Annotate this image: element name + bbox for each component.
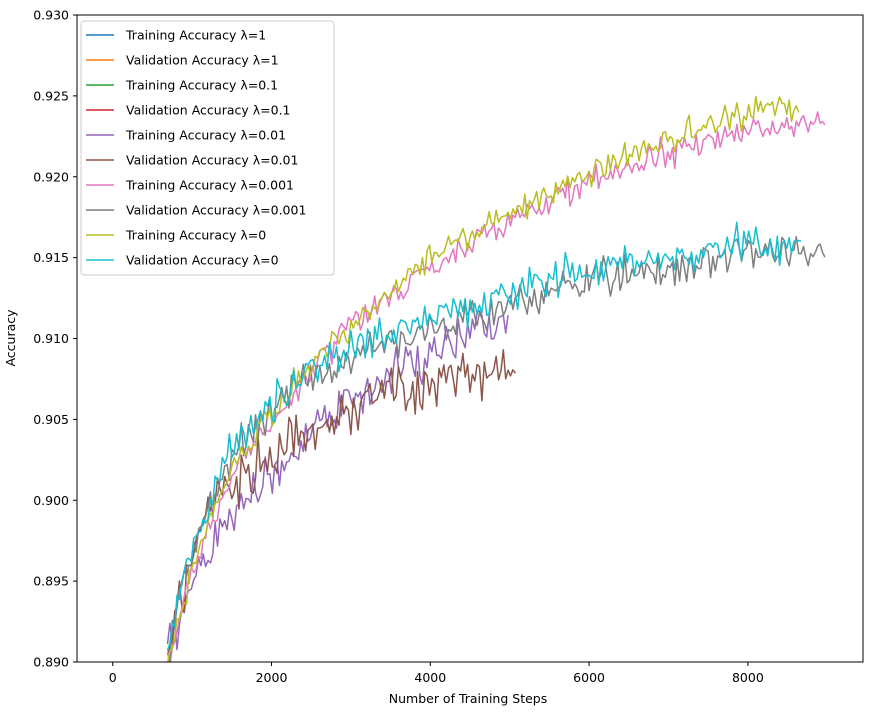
series-layer <box>166 95 826 662</box>
y-tick-label: 0.905 <box>33 412 69 427</box>
legend-entry: Validation Accuracy λ=0 <box>126 253 279 268</box>
x-axis: 0 2000 4000 6000 8000 <box>109 662 764 685</box>
x-tick-label: 8000 <box>732 670 764 685</box>
x-tick-label: 6000 <box>573 670 605 685</box>
y-tick-label: 0.910 <box>33 331 69 346</box>
legend-entry: Validation Accuracy λ=0.1 <box>126 103 291 118</box>
legend-box <box>80 20 335 276</box>
legend-entry: Training Accuracy λ=0.01 <box>125 128 286 143</box>
series-line <box>168 235 826 662</box>
y-tick-label: 0.915 <box>33 250 69 265</box>
series-line <box>167 95 800 662</box>
y-tick-label: 0.890 <box>33 655 69 670</box>
y-axis-label: Accuracy <box>3 309 18 367</box>
y-axis: 0.890 0.895 0.900 0.905 0.910 0.915 0.920 0.925… <box>33 8 77 670</box>
y-tick-label: 0.900 <box>33 493 69 508</box>
series-line <box>166 348 516 656</box>
legend: Training Accuracy λ=1 Validation Accuracy… <box>80 20 335 276</box>
x-tick-label: 4000 <box>414 670 446 685</box>
y-tick-label: 0.925 <box>33 88 69 103</box>
x-axis-label: Number of Training Steps <box>389 691 547 706</box>
legend-entry: Training Accuracy λ=0.1 <box>125 78 278 93</box>
series-line <box>166 310 509 651</box>
series-line <box>166 221 802 651</box>
legend-entry: Validation Accuracy λ=0.001 <box>126 203 306 218</box>
legend-entry: Validation Accuracy λ=0.01 <box>126 153 298 168</box>
y-tick-label: 0.895 <box>33 574 69 589</box>
legend-entry: Training Accuracy λ=0.001 <box>125 178 294 193</box>
series-line <box>166 111 826 662</box>
y-tick-label: 0.920 <box>33 169 69 184</box>
legend-entry: Validation Accuracy λ=1 <box>126 53 279 68</box>
legend-entry: Training Accuracy λ=1 <box>125 28 266 43</box>
x-tick-label: 0 <box>109 670 117 685</box>
y-tick-label: 0.930 <box>33 8 69 23</box>
legend-entry: Training Accuracy λ=0 <box>125 228 266 243</box>
x-tick-label: 2000 <box>256 670 288 685</box>
